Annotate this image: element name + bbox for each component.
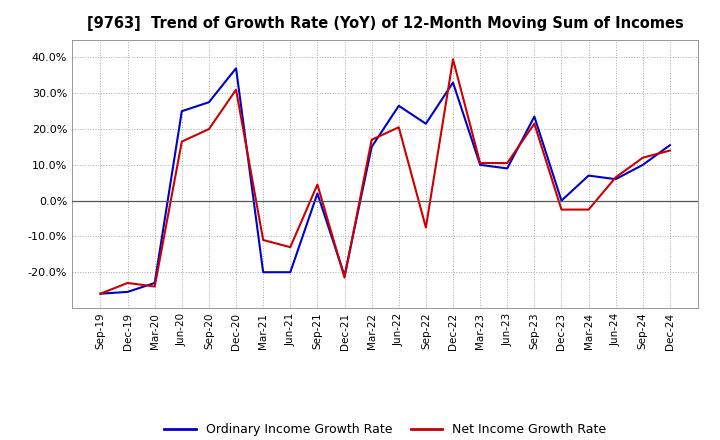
Ordinary Income Growth Rate xyxy=(639,162,647,168)
Net Income Growth Rate xyxy=(395,125,403,130)
Ordinary Income Growth Rate xyxy=(96,291,105,296)
Ordinary Income Growth Rate xyxy=(341,273,349,279)
Line: Ordinary Income Growth Rate: Ordinary Income Growth Rate xyxy=(101,68,670,293)
Ordinary Income Growth Rate xyxy=(530,114,539,119)
Legend: Ordinary Income Growth Rate, Net Income Growth Rate: Ordinary Income Growth Rate, Net Income … xyxy=(159,418,611,440)
Ordinary Income Growth Rate xyxy=(150,280,159,286)
Net Income Growth Rate xyxy=(313,182,322,187)
Net Income Growth Rate xyxy=(530,121,539,126)
Net Income Growth Rate xyxy=(611,175,620,180)
Ordinary Income Growth Rate xyxy=(503,166,511,171)
Ordinary Income Growth Rate xyxy=(313,191,322,196)
Ordinary Income Growth Rate xyxy=(557,198,566,203)
Net Income Growth Rate xyxy=(557,207,566,212)
Net Income Growth Rate xyxy=(178,139,186,144)
Net Income Growth Rate xyxy=(503,161,511,166)
Net Income Growth Rate xyxy=(341,275,349,280)
Net Income Growth Rate xyxy=(639,155,647,160)
Net Income Growth Rate xyxy=(665,148,674,153)
Ordinary Income Growth Rate xyxy=(395,103,403,108)
Net Income Growth Rate xyxy=(150,284,159,289)
Net Income Growth Rate xyxy=(259,237,268,242)
Net Income Growth Rate xyxy=(232,87,240,92)
Net Income Growth Rate xyxy=(96,291,105,296)
Net Income Growth Rate xyxy=(449,57,457,62)
Ordinary Income Growth Rate xyxy=(665,143,674,148)
Ordinary Income Growth Rate xyxy=(584,173,593,178)
Ordinary Income Growth Rate xyxy=(421,121,430,126)
Net Income Growth Rate xyxy=(286,245,294,250)
Ordinary Income Growth Rate xyxy=(286,270,294,275)
Ordinary Income Growth Rate xyxy=(232,66,240,71)
Title: [9763]  Trend of Growth Rate (YoY) of 12-Month Moving Sum of Incomes: [9763] Trend of Growth Rate (YoY) of 12-… xyxy=(87,16,683,32)
Ordinary Income Growth Rate xyxy=(367,144,376,150)
Ordinary Income Growth Rate xyxy=(611,176,620,182)
Ordinary Income Growth Rate xyxy=(123,289,132,294)
Net Income Growth Rate xyxy=(367,137,376,143)
Line: Net Income Growth Rate: Net Income Growth Rate xyxy=(101,59,670,293)
Ordinary Income Growth Rate xyxy=(449,80,457,85)
Net Income Growth Rate xyxy=(476,161,485,166)
Ordinary Income Growth Rate xyxy=(259,270,268,275)
Ordinary Income Growth Rate xyxy=(476,162,485,168)
Net Income Growth Rate xyxy=(584,207,593,212)
Net Income Growth Rate xyxy=(421,225,430,230)
Net Income Growth Rate xyxy=(123,280,132,286)
Ordinary Income Growth Rate xyxy=(204,99,213,105)
Ordinary Income Growth Rate xyxy=(178,109,186,114)
Net Income Growth Rate xyxy=(204,126,213,132)
